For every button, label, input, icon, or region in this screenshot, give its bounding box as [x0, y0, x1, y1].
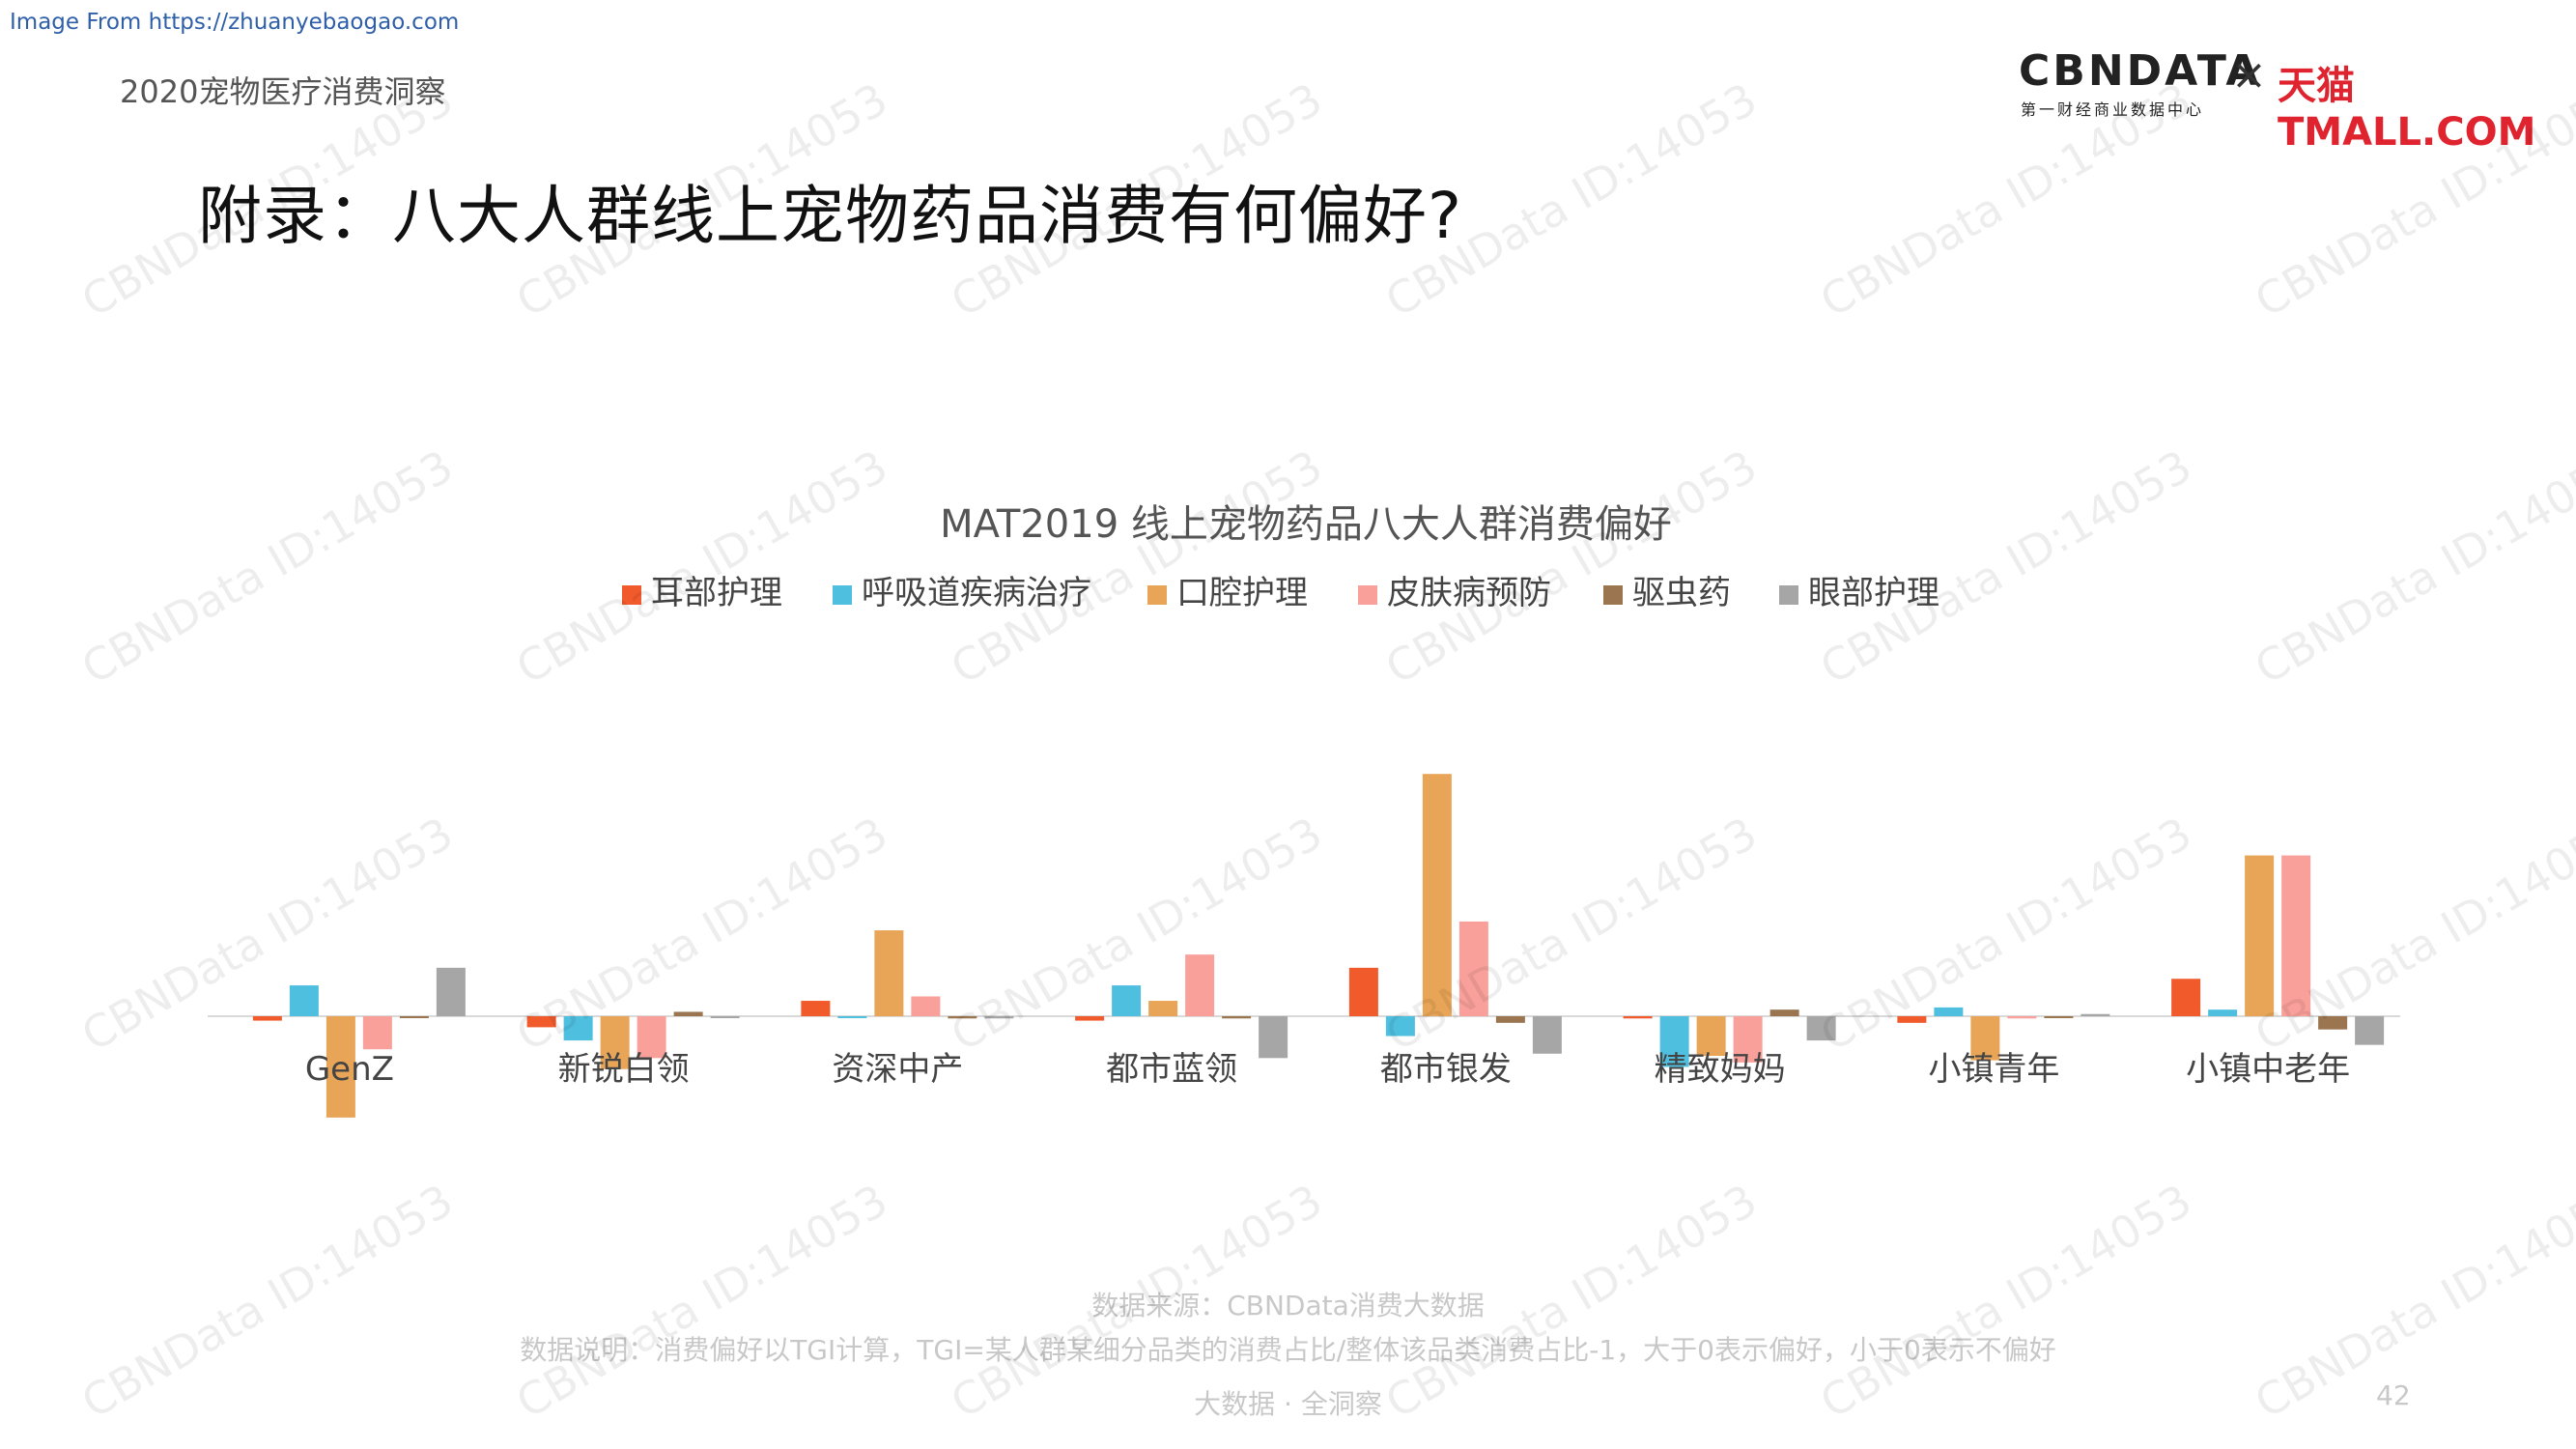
- bar: [1532, 1016, 1562, 1054]
- bar: [252, 1016, 282, 1021]
- category-label: 精致妈妈: [1655, 1050, 1786, 1089]
- page-title: 附录：八大人群线上宠物药品消费有何偏好?: [198, 179, 1463, 253]
- bar: [1458, 921, 1488, 1016]
- bar: [399, 1016, 429, 1018]
- bar: [1623, 1016, 1653, 1019]
- category-label: GenZ: [305, 1050, 394, 1089]
- bar: [2318, 1016, 2348, 1030]
- bar: [362, 1016, 392, 1050]
- bar: [526, 1016, 556, 1028]
- bar: [984, 1016, 1014, 1019]
- tmall-logo: 天猫TMALL.COM: [2278, 64, 2536, 155]
- bar: [837, 1016, 867, 1018]
- bar: [2081, 1013, 2110, 1016]
- bar: [1259, 1016, 1288, 1059]
- bar: [1185, 954, 1215, 1016]
- bar: [2245, 855, 2275, 1016]
- legend-label: 驱虫药: [1632, 574, 1731, 612]
- legend-swatch: [622, 585, 641, 605]
- legend-swatch: [1779, 585, 1798, 605]
- bar: [289, 985, 319, 1016]
- legend-label: 皮肤病预防: [1387, 574, 1551, 612]
- category-label: 资深中产: [832, 1050, 963, 1089]
- bar: [2044, 1016, 2074, 1018]
- bar: [1806, 1016, 1836, 1041]
- bar: [911, 996, 941, 1016]
- legend-swatch: [1358, 585, 1377, 605]
- bar: [1897, 1016, 1927, 1023]
- legend-label: 呼吸道疾病治疗: [862, 574, 1091, 612]
- bar: [1222, 1016, 1252, 1019]
- bar: [1696, 1016, 1726, 1057]
- bar: [2208, 1009, 2238, 1016]
- bar: [1769, 1009, 1799, 1016]
- bar: [1075, 1016, 1105, 1021]
- bar: [1422, 774, 1452, 1016]
- bar: [2171, 979, 2201, 1016]
- bar: [600, 1016, 630, 1069]
- bar: [673, 1011, 703, 1016]
- legend-swatch: [833, 585, 852, 605]
- bar: [2355, 1016, 2385, 1045]
- bar: [2007, 1016, 2037, 1019]
- data-source: 数据来源：CBNData消费大数据: [1091, 1290, 1485, 1321]
- bar: [436, 967, 466, 1016]
- bar: [1970, 1016, 2000, 1061]
- bar: [326, 1016, 355, 1118]
- bar: [1148, 1001, 1178, 1016]
- bar: [1934, 1007, 1964, 1016]
- category-label: 都市银发: [1380, 1050, 1512, 1089]
- report-name: 2020宠物医疗消费洞察: [120, 73, 446, 110]
- bar: [1495, 1016, 1525, 1023]
- brand-logo: CBNDATA 第一财经商业数据中心 × 天猫TMALL.COM: [2019, 46, 2560, 155]
- legend-swatch: [1147, 585, 1167, 605]
- category-label: 都市蓝领: [1106, 1050, 1237, 1089]
- legend-label: 眼部护理: [1808, 574, 1939, 612]
- bar: [2281, 855, 2311, 1016]
- cbndata-logo: CBNDATA: [2019, 46, 2262, 96]
- bar: [710, 1016, 740, 1018]
- data-note: 数据说明：消费偏好以TGI计算，TGI=某人群某细分品类的消费占比/整体该品类消…: [520, 1334, 2056, 1366]
- chart-title: MAT2019 线上宠物药品八大人群消费偏好: [940, 502, 1672, 547]
- bar: [874, 930, 904, 1016]
- legend-label: 耳部护理: [651, 574, 782, 612]
- bar: [1659, 1016, 1689, 1067]
- bar: [948, 1016, 977, 1019]
- source-link[interactable]: Image From https://zhuanyebaogao.com: [10, 10, 460, 35]
- bar: [1733, 1016, 1763, 1063]
- cbndata-subtitle: 第一财经商业数据中心: [2021, 100, 2205, 119]
- bar: [1348, 967, 1378, 1016]
- legend-label: 口腔护理: [1176, 574, 1308, 612]
- bar: [801, 1001, 831, 1016]
- bar: [1112, 985, 1142, 1016]
- bar: [1385, 1016, 1415, 1037]
- category-label: 小镇中老年: [2186, 1050, 2350, 1089]
- page-number: 42: [2376, 1379, 2411, 1411]
- slogan: 大数据 · 全洞察: [1194, 1388, 1382, 1420]
- legend-swatch: [1603, 585, 1623, 605]
- category-label: 小镇青年: [1928, 1050, 2059, 1089]
- bar: [563, 1016, 593, 1041]
- collab-separator: ×: [2231, 50, 2267, 99]
- category-label: 新锐白领: [558, 1050, 690, 1089]
- bar: [637, 1016, 666, 1059]
